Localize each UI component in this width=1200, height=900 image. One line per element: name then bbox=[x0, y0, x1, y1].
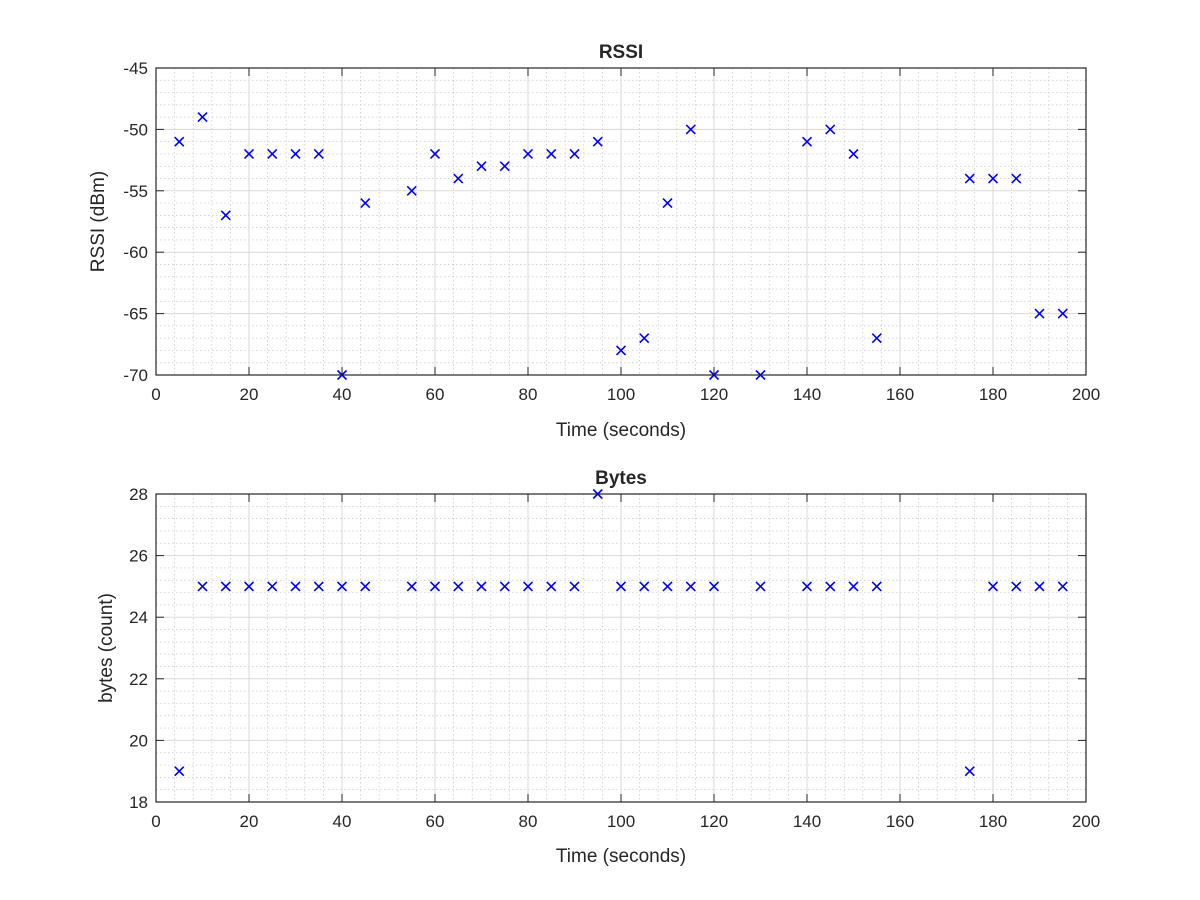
bytes-x-tick-label: 20 bbox=[240, 812, 259, 831]
bytes-x-tick-label: 140 bbox=[793, 812, 821, 831]
bytes-x-tick-label: 100 bbox=[607, 812, 635, 831]
rssi-x-tick-label: 120 bbox=[700, 385, 728, 404]
rssi-y-tick-label: -55 bbox=[123, 182, 148, 201]
bytes-x-tick-label: 200 bbox=[1072, 812, 1100, 831]
rssi-chart-title: RSSI bbox=[599, 42, 643, 63]
bytes-y-tick-label: 28 bbox=[129, 485, 148, 504]
rssi-x-tick-label: 80 bbox=[519, 385, 538, 404]
bytes-x-tick-label: 80 bbox=[519, 812, 538, 831]
bytes-y-tick-label: 24 bbox=[129, 608, 148, 627]
bytes-y-tick-label: 26 bbox=[129, 547, 148, 566]
bytes-y-tick-label: 22 bbox=[129, 670, 148, 689]
rssi-x-axis-label: Time (seconds) bbox=[556, 420, 686, 441]
rssi-y-tick-label: -60 bbox=[123, 243, 148, 262]
bytes-y-axis-label: bytes (count) bbox=[96, 593, 117, 703]
rssi-x-tick-label: 20 bbox=[240, 385, 259, 404]
rssi-x-tick-label: 0 bbox=[151, 385, 160, 404]
rssi-x-tick-label: 180 bbox=[979, 385, 1007, 404]
rssi-y-tick-label: -50 bbox=[123, 120, 148, 139]
bytes-chart-title: Bytes bbox=[595, 468, 647, 489]
bytes-x-tick-label: 0 bbox=[151, 812, 160, 831]
rssi-x-tick-label: 40 bbox=[333, 385, 352, 404]
bytes-x-axis-label: Time (seconds) bbox=[556, 846, 686, 867]
bytes-x-tick-label: 160 bbox=[886, 812, 914, 831]
rssi-y-tick-label: -65 bbox=[123, 305, 148, 324]
rssi-x-tick-label: 200 bbox=[1072, 385, 1100, 404]
rssi-y-tick-label: -70 bbox=[123, 366, 148, 385]
rssi-x-tick-label: 160 bbox=[886, 385, 914, 404]
bytes-y-tick-label: 20 bbox=[129, 731, 148, 750]
bytes-x-tick-label: 120 bbox=[700, 812, 728, 831]
bytes-x-tick-label: 180 bbox=[979, 812, 1007, 831]
bytes-y-tick-label: 18 bbox=[129, 793, 148, 812]
rssi-x-tick-label: 100 bbox=[607, 385, 635, 404]
rssi-x-tick-label: 60 bbox=[426, 385, 445, 404]
rssi-y-axis-label: RSSI (dBm) bbox=[88, 171, 109, 272]
bytes-x-tick-label: 40 bbox=[333, 812, 352, 831]
rssi-y-tick-label: -45 bbox=[123, 59, 148, 78]
rssi-x-tick-label: 140 bbox=[793, 385, 821, 404]
bytes-x-tick-label: 60 bbox=[426, 812, 445, 831]
